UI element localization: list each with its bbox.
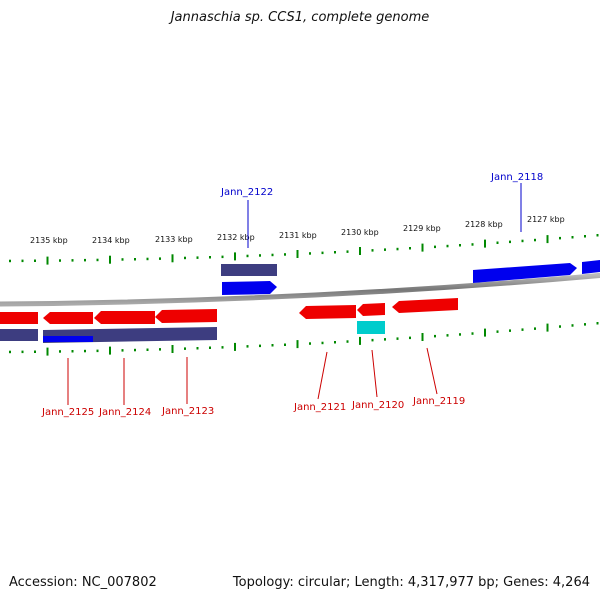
gene-jann-2123[interactable] [155, 309, 217, 323]
accession-text: Accession: NC_007802 [9, 575, 157, 590]
reverse-strand [0, 298, 458, 343]
gene-labels: Jann_2122 Jann_2118 Jann_2125 Jann_2124 … [41, 172, 543, 418]
tick-label: 2131 kbp [279, 231, 317, 240]
tick-label: 2127 kbp [527, 215, 565, 224]
gene-jann-2119[interactable] [392, 298, 458, 313]
ruler-labels: 2135 kbp 2134 kbp 2133 kbp 2132 kbp 2131… [30, 215, 565, 245]
tick-label: 2135 kbp [30, 236, 68, 245]
gene-label-jann-2119[interactable]: Jann_2119 [412, 396, 465, 407]
gene-other-2122-region[interactable] [221, 264, 277, 276]
tick-label: 2134 kbp [92, 236, 130, 245]
label-leaders [67, 183, 522, 405]
gene-label-jann-2125[interactable]: Jann_2125 [41, 407, 94, 418]
gene-jann-2121[interactable] [299, 305, 356, 319]
tick-label: 2129 kbp [403, 224, 441, 233]
gene-other-left-edge[interactable] [0, 329, 38, 341]
gene-jann-2124[interactable] [94, 311, 155, 324]
tick-label: 2128 kbp [465, 220, 503, 229]
gene-rna-2120-region[interactable] [357, 321, 385, 334]
forward-ruler [9, 234, 599, 265]
gene-jann-2122[interactable] [222, 281, 277, 295]
gene-label-jann-2123[interactable]: Jann_2123 [161, 406, 214, 417]
gene-jann-2120[interactable] [357, 303, 385, 316]
forward-strand [221, 260, 600, 295]
gene-jann-2118[interactable] [473, 263, 577, 283]
gene-label-jann-2121[interactable]: Jann_2121 [293, 402, 346, 413]
chromosome-backbone [0, 272, 600, 307]
genome-stats-text: Topology: circular; Length: 4,317,977 bp… [232, 575, 590, 590]
tick-label: 2132 kbp [217, 233, 255, 242]
gene-blue-2125-region[interactable] [43, 336, 93, 342]
gene-label-jann-2124[interactable]: Jann_2124 [98, 407, 151, 418]
map-title: Jannaschia sp. CCS1, complete genome [170, 10, 430, 25]
gene-label-jann-2118[interactable]: Jann_2118 [490, 172, 543, 183]
gene-label-jann-2122[interactable]: Jann_2122 [220, 187, 273, 198]
tick-label: 2130 kbp [341, 228, 379, 237]
gene-reverse-edge[interactable] [0, 312, 38, 324]
tick-label: 2133 kbp [155, 235, 193, 244]
gene-label-jann-2120[interactable]: Jann_2120 [351, 400, 404, 411]
gene-forward-edge[interactable] [582, 260, 600, 274]
reverse-ruler [9, 322, 599, 356]
gene-jann-2125[interactable] [43, 312, 93, 324]
